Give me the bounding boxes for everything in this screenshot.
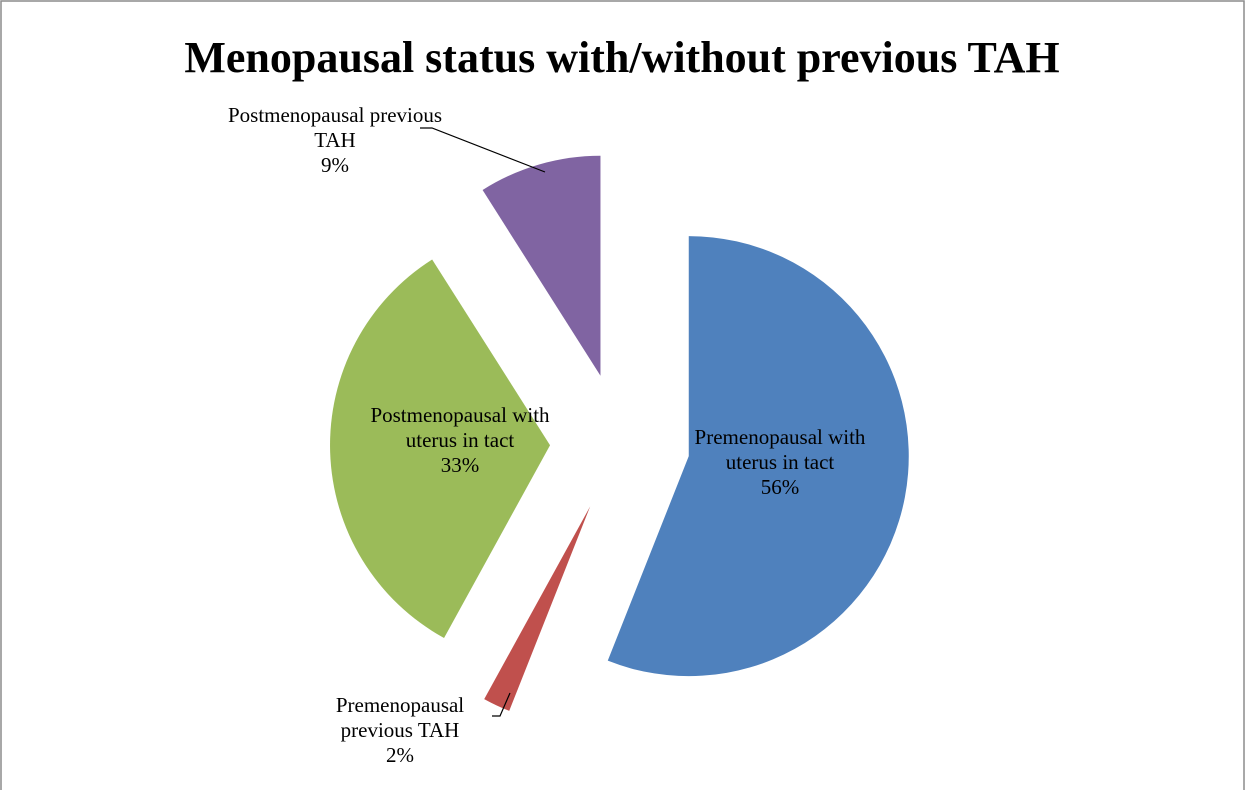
label-box: Premenopausal previous TAH 2%	[300, 693, 500, 768]
value-label: 56%	[760, 475, 800, 499]
label-box: Postmenopausal with uterus in tact 33%	[345, 403, 575, 478]
pie-slice	[330, 259, 551, 638]
pie-slice	[484, 506, 591, 711]
category-label: Premenopausal previous TAH	[335, 693, 465, 742]
chart-title: Menopausal status with/without previous …	[184, 33, 1059, 82]
category-label: Postmenopausal with uterus in tact	[370, 403, 550, 452]
category-label: Premenopausal with uterus in tact	[694, 425, 866, 474]
value-label: 9%	[321, 153, 349, 177]
leader-line	[492, 692, 511, 717]
value-label: 33%	[440, 453, 480, 477]
leader-line	[420, 127, 546, 173]
label-box: Premenopausal with uterus in tact 56%	[680, 425, 880, 500]
category-label: Postmenopausal previous TAH	[227, 103, 443, 152]
pie-slice	[607, 236, 909, 677]
value-label: 2%	[386, 743, 414, 767]
pie-slice	[482, 155, 601, 376]
label-box: Postmenopausal previous TAH 9%	[225, 103, 445, 178]
